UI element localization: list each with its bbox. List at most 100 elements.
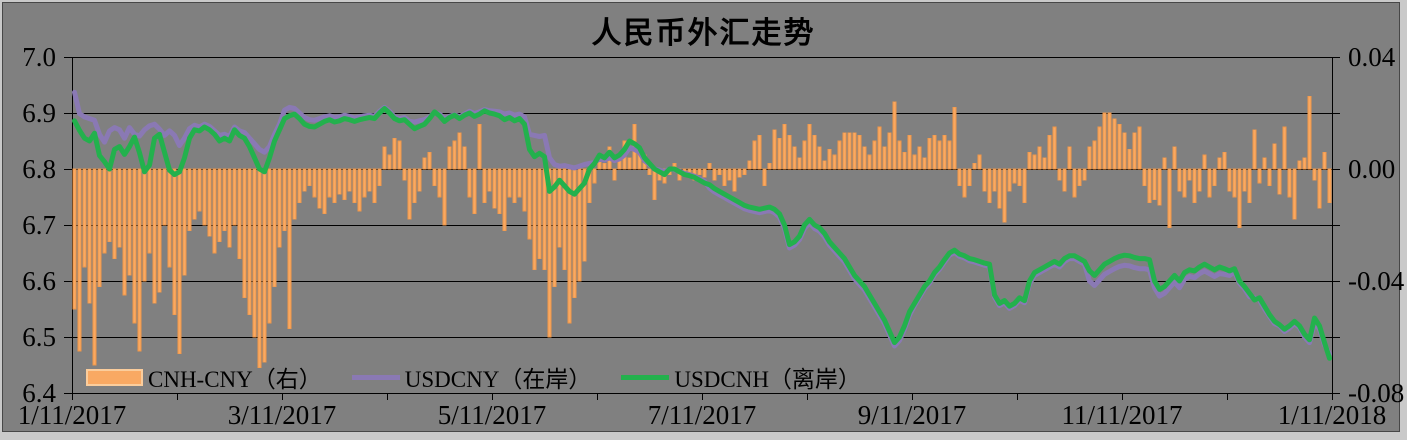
- bar: [1192, 168, 1197, 203]
- bar: [1317, 168, 1322, 209]
- bar: [212, 168, 217, 254]
- bar: [292, 168, 297, 220]
- bar: [182, 168, 187, 276]
- bar: [697, 168, 702, 175]
- bar: [1092, 140, 1097, 170]
- bar: [162, 168, 167, 226]
- bar: [962, 168, 967, 198]
- left-axis-tick-label: 6.9: [22, 98, 56, 128]
- bar: [207, 168, 212, 237]
- bar: [282, 168, 287, 231]
- bar: [887, 132, 892, 170]
- bar: [787, 135, 792, 170]
- left-axis-tick-label: 6.5: [22, 322, 56, 352]
- bar: [267, 168, 272, 324]
- bar: [1017, 168, 1022, 187]
- cnh-cny-bars: [72, 95, 1332, 369]
- bar: [1162, 157, 1167, 170]
- bar: [272, 168, 277, 287]
- bar: [932, 135, 937, 170]
- bar: [847, 132, 852, 170]
- bar: [882, 146, 887, 170]
- bar: [552, 168, 557, 287]
- bar: [302, 168, 307, 192]
- bar: [612, 168, 617, 181]
- bar: [592, 168, 597, 184]
- bar: [1072, 168, 1077, 198]
- bar: [997, 168, 1002, 209]
- bar: [1102, 112, 1107, 170]
- bar: [317, 168, 322, 209]
- bar: [937, 140, 942, 170]
- bar: [447, 146, 452, 170]
- legend-item-usdcnh: USDCNH（离岸）: [621, 360, 861, 394]
- bar: [582, 168, 587, 262]
- x-axis-tick-label: 9/11/2017: [858, 400, 967, 430]
- bar: [157, 168, 162, 293]
- bar: [797, 157, 802, 170]
- bar: [1217, 157, 1222, 170]
- bar: [1057, 168, 1062, 181]
- bar: [252, 168, 257, 338]
- bar: [987, 168, 992, 203]
- bar: [1267, 168, 1272, 187]
- bar: [817, 146, 822, 170]
- bar: [357, 168, 362, 212]
- bar: [92, 168, 97, 366]
- bar: [1007, 168, 1012, 192]
- right-axis-tick-label: 0.04: [1348, 42, 1396, 72]
- bar: [242, 168, 247, 299]
- bar: [1052, 126, 1057, 170]
- bar: [237, 168, 242, 259]
- bar: [112, 168, 117, 259]
- bar: [762, 168, 767, 187]
- axis-labels: 7.06.96.86.76.66.56.40.040.00-0.04-0.081…: [18, 42, 1405, 430]
- bar: [1037, 146, 1042, 170]
- bar: [832, 154, 837, 170]
- bar: [1242, 168, 1247, 192]
- bar: [1227, 168, 1232, 192]
- left-axis-tick-label: 6.7: [22, 210, 56, 240]
- bar: [1247, 168, 1252, 203]
- bar: [1322, 151, 1327, 170]
- bar: [187, 168, 192, 231]
- bar: [972, 163, 977, 170]
- bar: [1002, 168, 1007, 223]
- left-axis-tick-label: 7.0: [22, 42, 56, 72]
- bar: [652, 168, 657, 201]
- bar: [352, 168, 357, 203]
- bar: [422, 157, 427, 170]
- bar: [1027, 151, 1032, 170]
- bar: [147, 168, 152, 254]
- bar: [867, 154, 872, 170]
- bar: [752, 140, 757, 170]
- bar: [232, 168, 237, 226]
- bar: [297, 168, 302, 203]
- bar: [192, 168, 197, 220]
- left-axis-tick-label: 6.8: [22, 154, 56, 184]
- bar: [82, 168, 87, 268]
- bar: [562, 168, 567, 271]
- bar: [857, 135, 862, 170]
- bar: [467, 168, 472, 198]
- bar: [627, 157, 632, 170]
- bar: [927, 137, 932, 170]
- bar: [1252, 129, 1257, 170]
- bar: [727, 168, 732, 181]
- bar: [407, 168, 412, 220]
- bar: [1077, 168, 1082, 187]
- bar: [732, 168, 737, 192]
- right-axis-tick-label: -0.08: [1348, 378, 1404, 408]
- bar: [307, 168, 312, 187]
- right-axis-tick-label: -0.04: [1348, 266, 1405, 296]
- bar: [1302, 157, 1307, 170]
- bar: [1042, 157, 1047, 170]
- bar: [842, 132, 847, 170]
- bar: [897, 140, 902, 170]
- bar: [1297, 160, 1302, 170]
- bar: [1022, 168, 1027, 203]
- bar: [197, 168, 202, 212]
- bar: [362, 168, 367, 198]
- bar: [1207, 168, 1212, 198]
- chart-title: 人民币外汇走势: [591, 17, 816, 50]
